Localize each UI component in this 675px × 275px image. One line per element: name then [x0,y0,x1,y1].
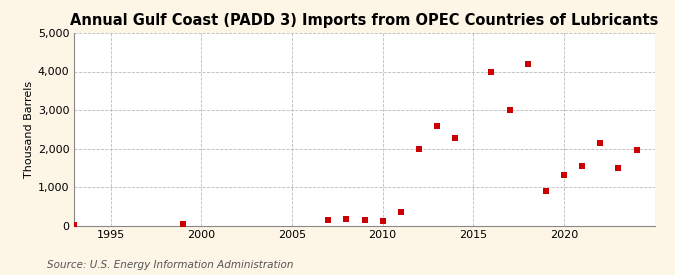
Point [541,189,551,193]
Point [576,164,587,168]
Point [178,221,188,226]
Point [631,148,642,153]
Point [323,218,333,222]
Point [414,146,425,151]
Point [359,217,370,222]
Point [559,173,570,178]
Title: Annual Gulf Coast (PADD 3) Imports from OPEC Countries of Lubricants: Annual Gulf Coast (PADD 3) Imports from … [70,13,659,28]
Point [69,222,80,227]
Point [396,210,406,214]
Text: Source: U.S. Energy Information Administration: Source: U.S. Energy Information Administ… [47,260,294,270]
Point [341,217,352,222]
Point [504,108,515,112]
Point [450,136,460,140]
Point [486,69,497,74]
Point [613,166,624,170]
Point [432,124,443,128]
Point [377,219,388,223]
Point [595,141,605,145]
Y-axis label: Thousand Barrels: Thousand Barrels [24,81,34,178]
Point [522,62,533,66]
